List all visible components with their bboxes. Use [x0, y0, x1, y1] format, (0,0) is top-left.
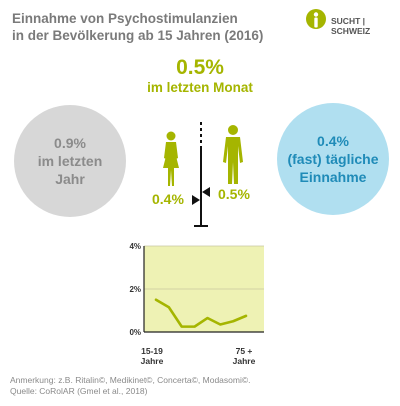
title-line-2: in der Bevölkerung ab 15 Jahren (2016)	[12, 28, 264, 43]
footnote-source: Quelle: CoRolAR (Gmel et al., 2018)	[10, 386, 148, 396]
yearly-circle: 0.9% im letzten Jahr	[14, 105, 126, 217]
yearly-value: 0.9%	[54, 135, 86, 151]
daily-line2: Einnahme	[299, 169, 367, 185]
female-figure-icon	[163, 131, 179, 186]
x-label-end: 75 + Jahre	[232, 346, 256, 366]
age-line-chart: 4% 2% 0%	[129, 242, 264, 337]
logo-emblem-icon	[306, 9, 326, 29]
female-pointer-icon	[192, 195, 200, 205]
daily-line1: (fast) tägliche	[287, 151, 379, 167]
gender-comparison-graphic	[163, 122, 243, 227]
y-tick-label: 2%	[129, 285, 141, 294]
male-percentage: 0.5%	[218, 186, 250, 202]
monthly-value: 0.5%	[176, 56, 224, 79]
sucht-schweiz-logo: SUCHT | SCHWEIZ	[305, 8, 397, 36]
monthly-label: im letzten Monat	[147, 80, 253, 95]
x-label-start: 15-19 Jahre	[140, 346, 164, 366]
male-figure-icon	[223, 125, 243, 184]
footnote-remark: Anmerkung: z.B. Ritalin©, Medikinet©, Co…	[10, 375, 251, 385]
female-percentage: 0.4%	[152, 191, 184, 207]
male-pointer-icon	[202, 187, 210, 197]
page-title: Einnahme von Psychostimulanzien in der B…	[12, 10, 292, 44]
y-tick-label: 0%	[129, 328, 141, 337]
daily-value: 0.4%	[317, 133, 349, 149]
daily-circle: 0.4% (fast) tägliche Einnahme	[277, 103, 389, 215]
chart-series-line	[154, 298, 248, 328]
yearly-line1: im letzten	[37, 153, 103, 169]
logo-text: SUCHT | SCHWEIZ	[331, 16, 371, 36]
title-line-1: Einnahme von Psychostimulanzien	[12, 11, 238, 26]
y-tick-label: 4%	[129, 242, 141, 251]
footnote: Anmerkung: z.B. Ritalin©, Medikinet©, Co…	[10, 375, 250, 397]
yearly-line2: Jahr	[55, 171, 85, 187]
